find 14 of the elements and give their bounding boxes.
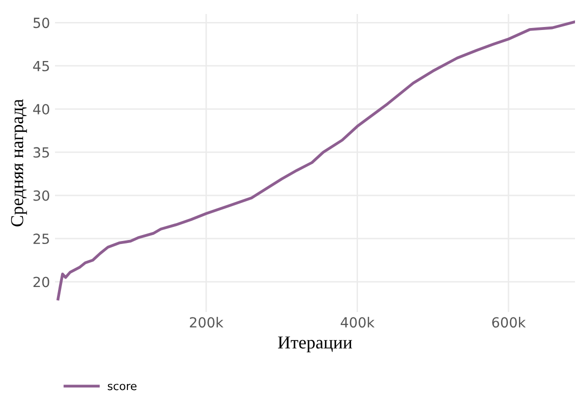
line-series	[56, 20, 575, 300]
y-axis-title: Средняя награда	[11, 99, 27, 226]
y-tick-label: 35	[34, 147, 49, 158]
y-tick-label: 40	[33, 104, 50, 114]
legend-label: score	[108, 384, 136, 390]
x-tick-label: 600k	[492, 316, 526, 328]
y-tick-label: 25	[33, 234, 49, 244]
x-axis-title: Итерации	[278, 336, 352, 352]
x-tick-label: 400k	[340, 316, 375, 328]
y-tick-label: 20	[33, 276, 50, 288]
y-tick-label: 30	[34, 190, 50, 201]
x-tick-label: 200k	[190, 316, 224, 328]
y-tick-label: 45	[33, 60, 49, 72]
y-tick-label: 50	[34, 18, 50, 28]
